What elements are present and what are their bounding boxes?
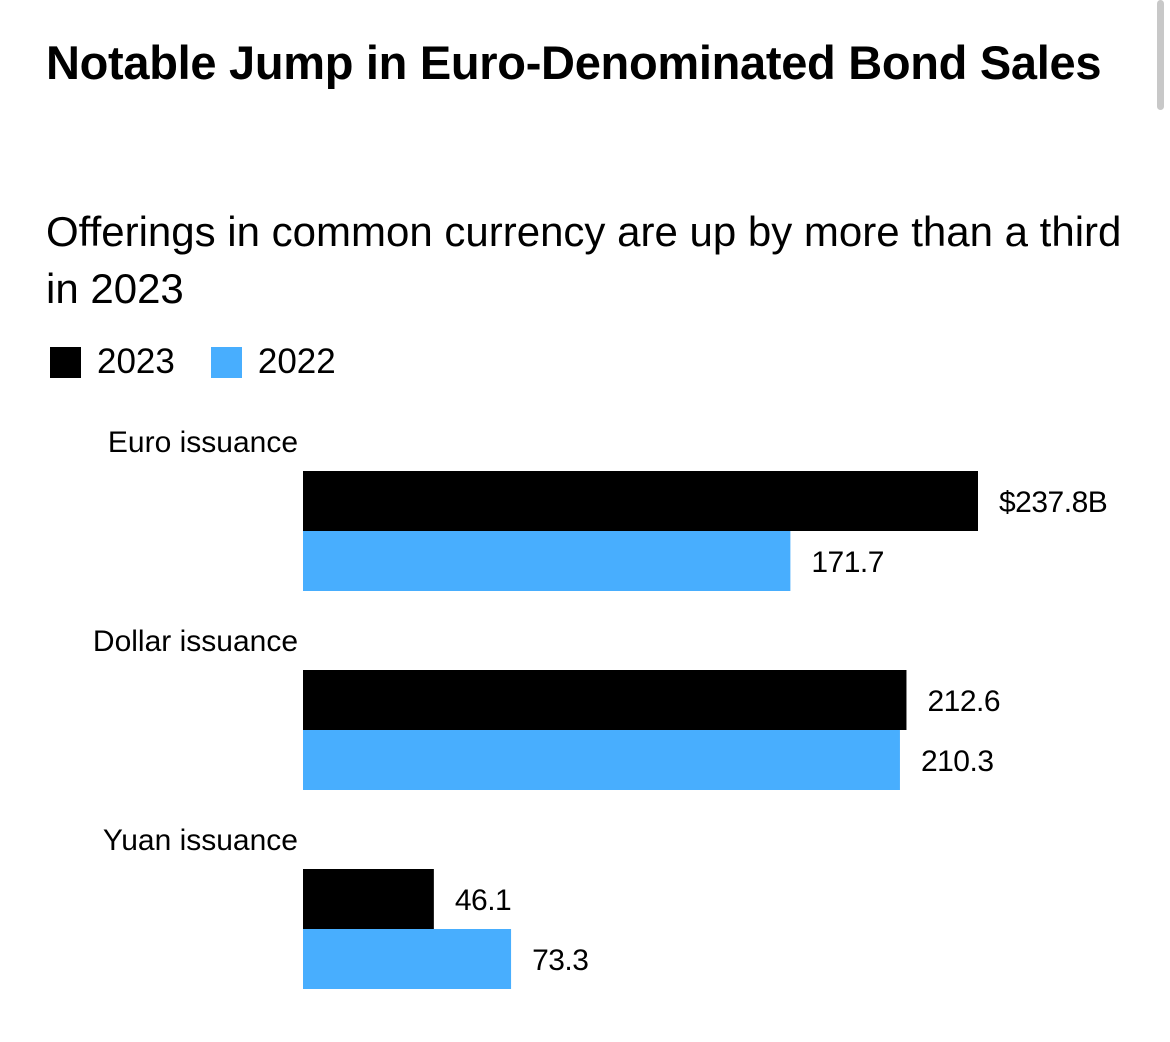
data-label-yuan-issuance-2022: 73.3	[532, 944, 588, 977]
category-label-euro-issuance: Euro issuance	[108, 426, 298, 459]
bar-yuan-issuance-2023	[303, 869, 434, 929]
data-label-euro-issuance-2023: $237.8B	[999, 486, 1107, 519]
legend-label-2022: 2022	[257, 342, 336, 381]
data-label-dollar-issuance-2023: 212.6	[927, 685, 1000, 718]
bar-dollar-issuance-2022	[303, 730, 900, 790]
data-label-dollar-issuance-2022: 210.3	[921, 745, 994, 778]
legend-label-2023: 2023	[97, 342, 175, 381]
chart-subtitle: Offerings in common currency are up by m…	[46, 208, 1122, 312]
data-label-euro-issuance-2022: 171.7	[811, 546, 884, 579]
category-label-yuan-issuance: Yuan issuance	[103, 824, 298, 857]
bar-euro-issuance-2023	[303, 471, 978, 531]
bar-dollar-issuance-2023	[303, 670, 907, 730]
bar-euro-issuance-2022	[303, 531, 791, 591]
scrollbar[interactable]	[1157, 0, 1164, 110]
bar-yuan-issuance-2022	[303, 929, 512, 989]
legend-swatch-2023	[50, 346, 81, 378]
legend: 2023 2022	[50, 342, 372, 382]
data-label-yuan-issuance-2023: 46.1	[455, 884, 511, 917]
chart-title: Notable Jump in Euro-Denominated Bond Sa…	[46, 36, 1102, 89]
legend-item-2023: 2023	[50, 342, 175, 382]
category-label-dollar-issuance: Dollar issuance	[93, 625, 298, 658]
legend-item-2022: 2022	[210, 342, 336, 382]
legend-swatch-2022	[210, 346, 242, 378]
